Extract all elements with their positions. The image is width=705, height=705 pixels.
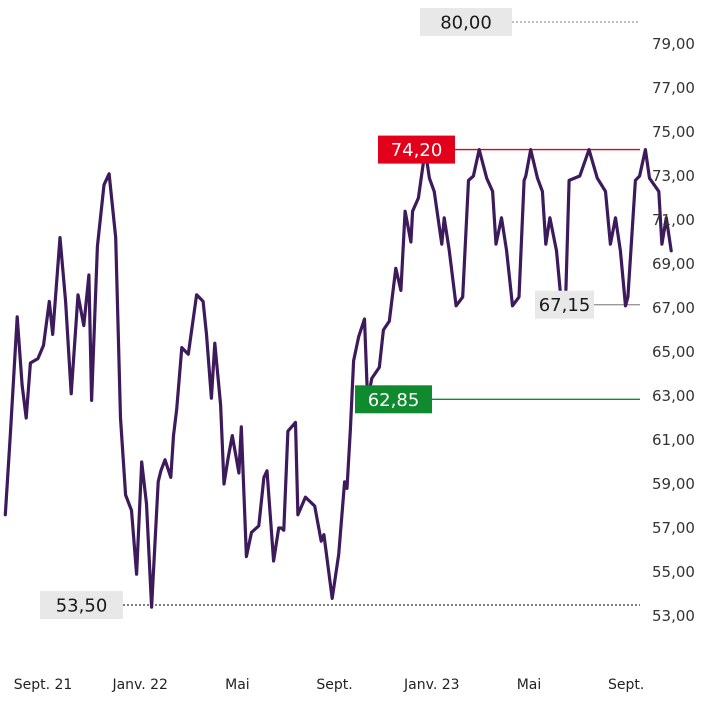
y-tick-label: 69,00 [652, 255, 695, 273]
y-tick-label: 75,00 [652, 123, 695, 141]
reference-tag-box [378, 135, 455, 164]
reference-tag-box [40, 591, 123, 619]
x-tick-label: Janv. 22 [111, 677, 168, 693]
price-series-line [3, 148, 673, 609]
y-tick-label: 71,00 [652, 211, 695, 229]
reference-tag-box [355, 385, 432, 414]
x-tick-label: Sept. [608, 677, 644, 693]
y-tick-label: 67,00 [652, 299, 695, 317]
reference-tag-label: 80,00 [440, 13, 492, 34]
y-tick-label: 59,00 [652, 475, 695, 493]
y-tick-label: 79,00 [652, 35, 695, 53]
series-layer [3, 148, 673, 609]
reference-tag-label: 67,15 [539, 295, 591, 316]
x-tick-label: Sept. [316, 677, 352, 693]
y-tick-label: 61,00 [652, 431, 695, 449]
x-axis: Sept. 21 Janv. 22 Mai Sept. Janv. 23 Mai Sept. [14, 677, 645, 693]
reference-tag-box [535, 290, 594, 319]
x-tick-label: Sept. 21 [14, 677, 73, 693]
reference-tag-label: 62,85 [368, 390, 420, 411]
y-axis: 79,00 77,00 75,00 73,00 71,00 69,00 67,00 65,00… [652, 35, 695, 625]
y-tick-label: 77,00 [652, 79, 695, 97]
reference-tags: 80,00 74,20 67,15 62,85 53,50 [40, 8, 594, 619]
y-tick-label: 73,00 [652, 167, 695, 185]
y-tick-label: 55,00 [652, 563, 695, 581]
y-tick-label: 53,00 [652, 607, 695, 625]
reference-tag-label: 74,20 [391, 140, 443, 161]
reference-tag-label: 53,50 [56, 596, 108, 617]
y-tick-label: 63,00 [652, 387, 695, 405]
y-tick-label: 65,00 [652, 343, 695, 361]
x-tick-label: Mai [225, 677, 250, 693]
reference-tag-box [420, 8, 512, 36]
reference-lines [123, 21, 640, 606]
x-tick-label: Mai [517, 677, 542, 693]
y-tick-label: 57,00 [652, 519, 695, 537]
x-tick-label: Janv. 23 [403, 677, 460, 693]
